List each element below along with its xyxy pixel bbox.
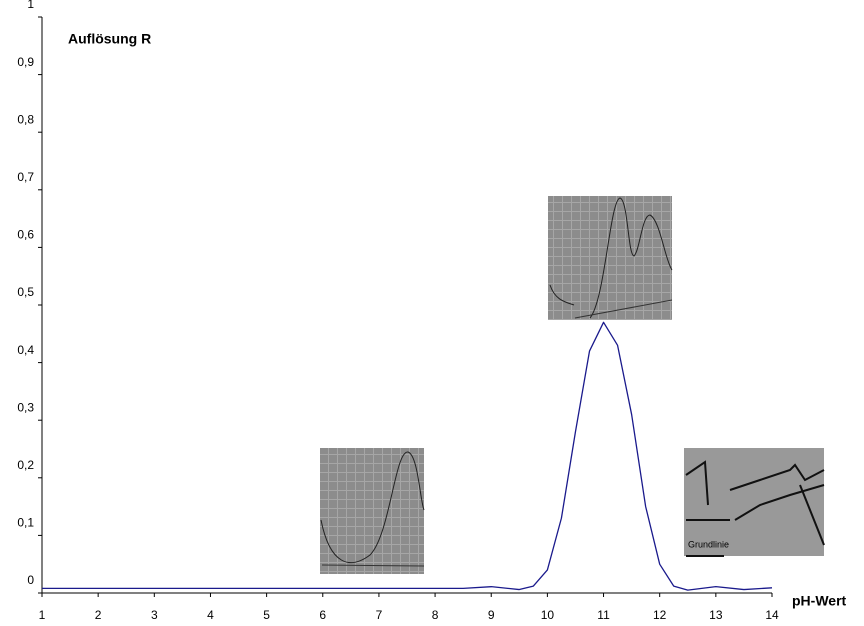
y-tick-label: 1 [27,0,34,11]
x-tick-label: 14 [765,608,779,622]
x-tick-label: 3 [151,608,158,622]
y-tick-label: 0,3 [17,400,34,414]
x-tick-label: 1 [39,608,46,622]
x-tick-label: 8 [432,608,439,622]
inset-image [548,196,673,320]
x-tick-label: 12 [653,608,667,622]
chart-title: Auflösung R [68,31,151,47]
y-tick-label: 0,4 [17,343,34,357]
x-tick-label: 7 [376,608,383,622]
x-tick-label: 10 [541,608,555,622]
x-tick-label: 5 [263,608,270,622]
y-tick-label: 0,5 [17,285,34,299]
x-tick-label: 13 [709,608,723,622]
data-line [42,321,773,591]
inset-image: Grundlinie [684,448,825,557]
y-tick-label: 0 [27,573,34,587]
x-tick-label: 11 [597,608,610,622]
y-tick-label: 0,8 [17,112,34,126]
x-tick-label: 9 [488,608,495,622]
y-tick-label: 0,6 [17,228,34,242]
x-tick-label: 6 [319,608,326,622]
inset-image [320,448,425,574]
x-axis-label: pH-Wert [792,593,847,609]
y-tick-label: 0,1 [17,516,34,530]
y-tick-label: 0,7 [17,170,34,184]
x-tick-label: 2 [95,608,102,622]
y-tick-label: 0,9 [17,55,34,69]
inset-label: Grundlinie [688,539,729,549]
y-tick-label: 0,2 [17,458,34,472]
x-tick-label: 4 [207,608,214,622]
